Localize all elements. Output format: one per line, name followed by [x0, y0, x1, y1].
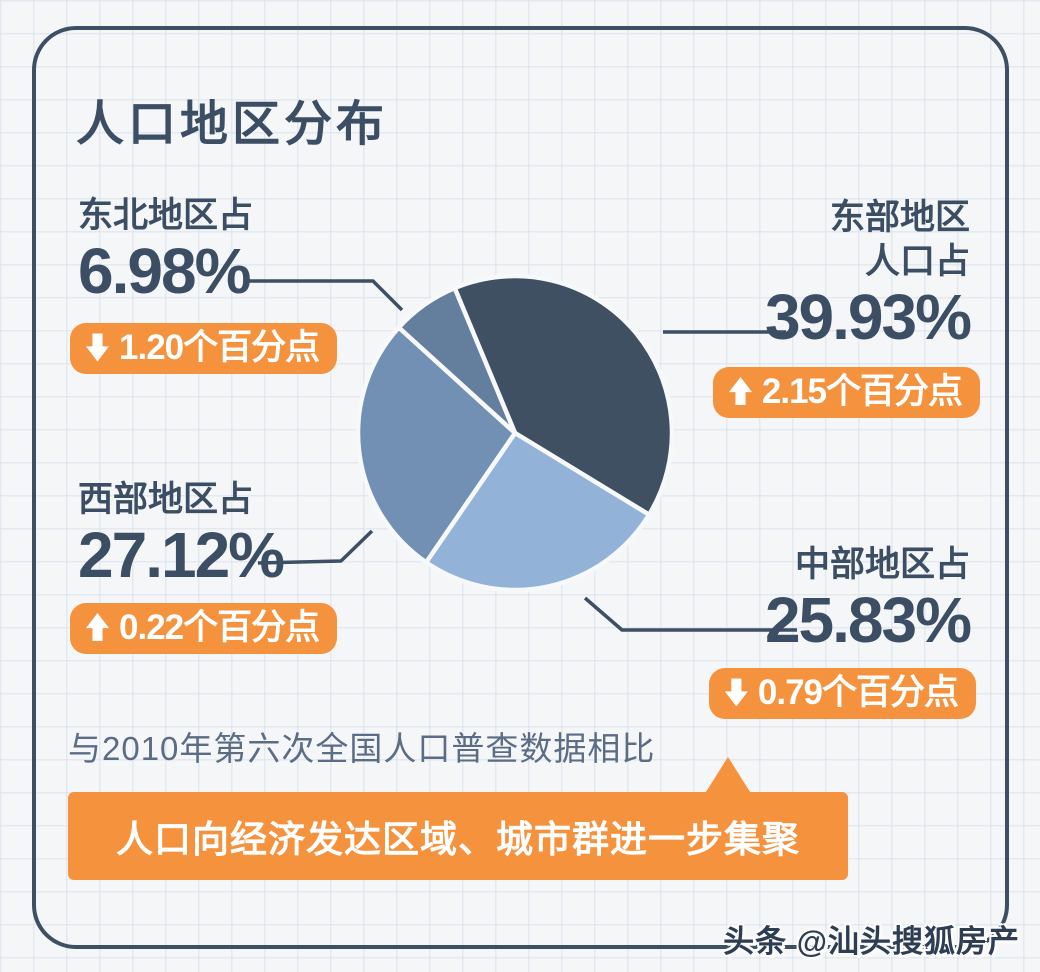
- pie-slice-central: [423, 430, 652, 593]
- pie-slice-west: [355, 325, 518, 565]
- central-change-badge: 0.79个百分点: [708, 667, 976, 719]
- down-arrow-icon: [724, 678, 748, 707]
- central-label: 中部地区占: [794, 545, 970, 584]
- page-title: 人口地区分布: [76, 98, 389, 151]
- west-change-text: 0.22个百分点: [119, 607, 320, 647]
- down-arrow-icon: [86, 333, 109, 362]
- watermark: 头条 @汕头搜狐房产: [723, 924, 1020, 959]
- callout-central: 中部地区占 25.83% 0.79个百分点: [708, 543, 976, 719]
- callout-west: 西部地区占 27.12% 0.22个百分点: [70, 478, 338, 654]
- east-change-badge: 2.15个百分点: [712, 366, 980, 418]
- border-frame: [32, 26, 1009, 949]
- east-label-line2: 人口占: [864, 241, 970, 281]
- pie-chart: [355, 273, 675, 593]
- northeast-label: 东北地区占: [78, 196, 254, 235]
- callout-east: 东部地区 人口占 39.93% 2.15个百分点: [712, 196, 980, 418]
- pie-slice-northeast: [396, 285, 518, 436]
- east-change-text: 2.15个百分点: [761, 371, 963, 411]
- callout-northeast: 东北地区占 6.98% 1.20个百分点: [70, 194, 338, 374]
- up-arrow-icon: [729, 377, 752, 405]
- west-value: 27.12%: [78, 518, 285, 591]
- central-change-text: 0.79个百分点: [757, 672, 959, 712]
- northeast-change-text: 1.20个百分点: [119, 327, 320, 367]
- conclusion-banner: 人口向经济发达区域、城市群进一步集聚: [68, 792, 848, 880]
- northeast-change-badge: 1.20个百分点: [70, 322, 338, 374]
- east-value: 39.93%: [764, 280, 972, 353]
- west-change-badge: 0.22个百分点: [70, 602, 338, 654]
- east-label-line1: 东部地区: [829, 198, 970, 237]
- west-label: 西部地区占: [78, 480, 254, 519]
- comparison-note: 与2010年第六次全国人口普查数据相比: [68, 730, 656, 767]
- northeast-value: 6.98%: [78, 234, 251, 307]
- pie-slice-east: [452, 273, 675, 517]
- central-value: 25.83%: [764, 583, 972, 656]
- conclusion-banner-text: 人口向经济发达区域、城市群进一步集聚: [116, 819, 800, 860]
- up-arrow-icon: [86, 613, 109, 641]
